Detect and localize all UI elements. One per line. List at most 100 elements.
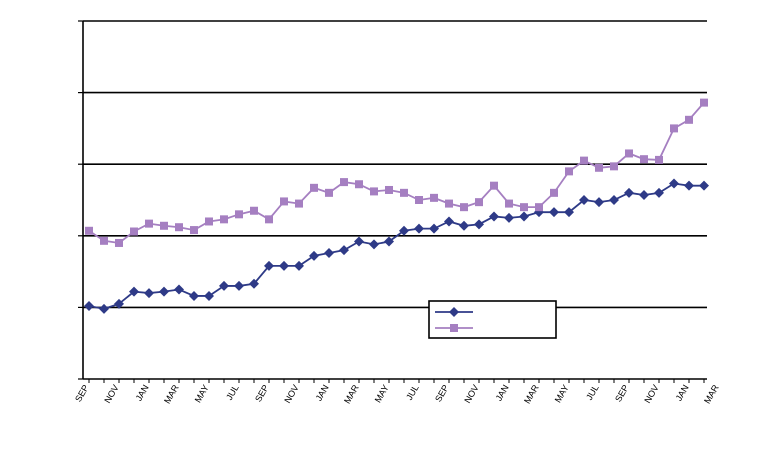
data-point-marker [669, 178, 679, 189]
x-tick-label: JAN [674, 383, 691, 403]
data-point-marker [219, 280, 229, 291]
x-tick-label: SEP [253, 383, 271, 404]
data-point-marker [115, 238, 123, 247]
data-point-marker [370, 187, 378, 196]
data-point-marker [459, 220, 469, 231]
data-point-marker [325, 188, 333, 197]
x-tick-label: SEP [613, 383, 631, 404]
x-tick-label: NOV [102, 383, 120, 405]
x-tick-label: SEP [73, 383, 91, 404]
data-point-marker [640, 155, 648, 164]
data-point-marker [594, 197, 604, 208]
data-point-marker [204, 290, 214, 301]
data-point-marker [295, 199, 303, 208]
x-tick-label: JAN [134, 383, 151, 403]
data-point-marker [249, 278, 259, 289]
data-point-marker [520, 203, 528, 212]
data-point-marker [684, 180, 694, 191]
data-point-marker [414, 223, 424, 234]
data-point-marker [250, 206, 258, 215]
data-point-marker [145, 219, 153, 228]
x-tick-label: MAR [702, 383, 721, 406]
data-point-marker [624, 187, 634, 198]
x-tick-label: MAY [373, 383, 391, 404]
data-point-marker [100, 236, 108, 245]
data-point-marker [415, 196, 423, 204]
data-point-marker [114, 298, 124, 309]
data-point-marker [490, 181, 498, 190]
legend-box [428, 300, 557, 339]
data-point-marker [595, 163, 603, 172]
data-point-marker [430, 193, 438, 202]
data-point-marker [190, 226, 198, 235]
data-point-marker [235, 210, 243, 219]
data-point-marker [505, 199, 513, 208]
data-point-marker [309, 250, 319, 261]
data-point-marker [655, 155, 663, 164]
x-tick-label: MAR [342, 383, 361, 406]
x-tick-label: SEP [433, 383, 451, 404]
data-point-marker [444, 216, 454, 227]
data-point-marker [160, 221, 168, 230]
data-point-marker [294, 260, 304, 271]
data-point-marker [84, 300, 94, 311]
data-point-marker [670, 124, 678, 133]
x-axis-ticks [88, 379, 705, 383]
data-point-marker [129, 286, 139, 297]
x-axis-tick-labels: SEP NOV JAN MAR MAY JUL SEP NOV JAN MAR MAY JUL SEP N… [73, 383, 721, 406]
data-point-marker [609, 195, 619, 205]
data-point-marker [159, 286, 169, 297]
data-point-marker [324, 247, 334, 258]
data-point-marker [535, 203, 543, 212]
data-point-marker [369, 239, 379, 250]
data-point-marker [144, 288, 154, 299]
x-tick-label: NOV [462, 383, 480, 405]
data-point-marker [384, 236, 394, 247]
data-point-marker [489, 211, 499, 222]
data-point-marker [279, 260, 289, 271]
data-point-marker [399, 225, 409, 236]
data-point-marker [130, 227, 138, 236]
data-point-marker [85, 226, 93, 235]
data-point-marker [220, 215, 228, 224]
series-2 [85, 98, 708, 247]
data-point-marker [639, 189, 649, 200]
data-point-marker [475, 198, 483, 207]
data-point-marker [625, 149, 633, 158]
data-point-marker [474, 219, 484, 230]
data-point-marker [429, 223, 439, 234]
data-point-marker [610, 162, 618, 171]
data-point-marker [699, 180, 709, 191]
data-point-marker [460, 203, 468, 212]
data-point-marker [565, 167, 573, 176]
data-point-marker [504, 212, 514, 223]
axes [78, 20, 707, 380]
x-tick-label: JUL [584, 383, 601, 402]
data-point-marker [400, 188, 408, 197]
data-point-marker [685, 115, 693, 124]
legend-marker-swatch [449, 307, 459, 317]
data-point-marker [385, 185, 393, 194]
series-line [88, 102, 705, 244]
data-point-marker [340, 178, 348, 187]
data-point-marker [280, 197, 288, 206]
legend-entry-1 [435, 307, 473, 317]
data-point-marker [550, 188, 558, 197]
legend-entry-2 [435, 324, 473, 332]
data-point-marker [654, 187, 664, 198]
data-point-marker [339, 245, 349, 256]
data-point-marker [700, 98, 708, 107]
data-point-marker [265, 215, 273, 224]
gridlines [83, 20, 707, 309]
data-point-marker [234, 280, 244, 291]
data-point-marker [310, 183, 318, 192]
data-point-marker [354, 236, 364, 247]
data-point-marker [564, 207, 574, 218]
x-tick-label: MAY [193, 383, 211, 404]
data-point-marker [519, 211, 529, 222]
data-point-marker [205, 217, 213, 226]
data-point-marker [99, 303, 109, 314]
data-point-marker [189, 290, 199, 301]
x-tick-label: NOV [282, 383, 300, 405]
